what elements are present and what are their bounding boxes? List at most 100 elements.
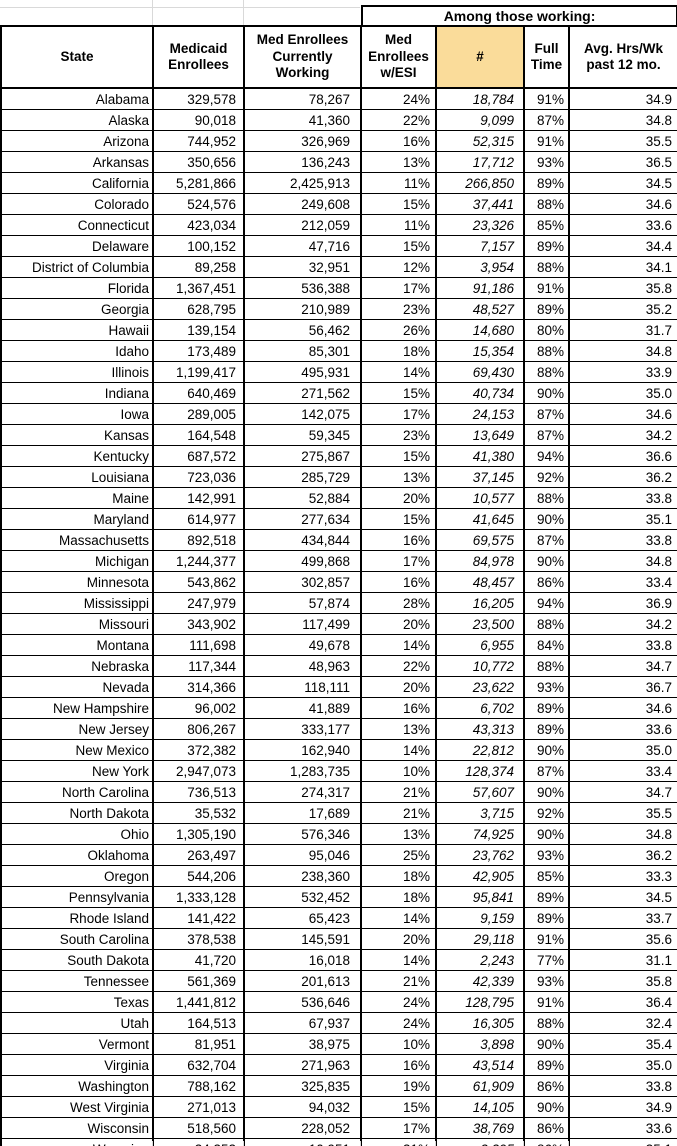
cell-esi-percent[interactable]: 14% [360,739,437,761]
cell-esi-count[interactable]: 3,395 [435,1138,525,1146]
cell-esi-percent[interactable]: 14% [360,361,437,383]
cell-state[interactable]: North Dakota [0,802,154,824]
cell-esi-percent[interactable]: 16% [360,130,437,152]
cell-state[interactable]: Illinois [0,361,154,383]
cell-currently-working[interactable]: 271,562 [243,382,362,404]
cell-state[interactable]: Iowa [0,403,154,425]
cell-esi-count[interactable]: 91,186 [435,277,525,299]
cell-state[interactable]: Mississippi [0,592,154,614]
cell-state[interactable]: Vermont [0,1033,154,1055]
cell-currently-working[interactable]: 47,716 [243,235,362,257]
cell-full-time-percent[interactable]: 87% [523,109,570,131]
cell-esi-count[interactable]: 10,577 [435,487,525,509]
cell-state[interactable]: Missouri [0,613,154,635]
cell-medicaid-enrollees[interactable]: 524,576 [152,193,245,215]
cell-avg-hours[interactable]: 35.6 [567,928,677,950]
cell-medicaid-enrollees[interactable]: 164,513 [152,1012,245,1034]
cell-medicaid-enrollees[interactable]: 350,656 [152,151,245,173]
cell-state[interactable]: Connecticut [0,214,154,236]
cell-avg-hours[interactable]: 34.7 [567,781,677,803]
cell-full-time-percent[interactable]: 80% [523,319,570,341]
cell-full-time-percent[interactable]: 93% [523,970,570,992]
cell-currently-working[interactable]: 536,646 [243,991,362,1013]
cell-avg-hours[interactable]: 35.8 [567,970,677,992]
cell-esi-count[interactable]: 16,305 [435,1012,525,1034]
cell-state[interactable]: Washington [0,1075,154,1097]
cell-esi-count[interactable]: 69,575 [435,529,525,551]
cell-esi-count[interactable]: 18,784 [435,87,525,110]
cell-currently-working[interactable]: 532,452 [243,886,362,908]
cell-avg-hours[interactable]: 35.5 [567,130,677,152]
cell-full-time-percent[interactable]: 89% [523,1054,570,1076]
cell-avg-hours[interactable]: 33.3 [567,865,677,887]
cell-full-time-percent[interactable]: 85% [523,865,570,887]
cell-medicaid-enrollees[interactable]: 518,560 [152,1117,245,1139]
cell-medicaid-enrollees[interactable]: 892,518 [152,529,245,551]
cell-avg-hours[interactable]: 31.7 [567,319,677,341]
cell-esi-count[interactable]: 41,645 [435,508,525,530]
cell-esi-count[interactable]: 9,099 [435,109,525,131]
cell-state[interactable]: Colorado [0,193,154,215]
cell-full-time-percent[interactable]: 89% [523,697,570,719]
cell-state[interactable]: Pennsylvania [0,886,154,908]
col-header-esi-percent[interactable]: Med Enrollees w/ESI [360,25,437,89]
cell-medicaid-enrollees[interactable]: 561,369 [152,970,245,992]
cell-avg-hours[interactable]: 36.9 [567,592,677,614]
cell-full-time-percent[interactable]: 89% [523,235,570,257]
cell-currently-working[interactable]: 274,317 [243,781,362,803]
cell-esi-percent[interactable]: 18% [360,886,437,908]
cell-esi-percent[interactable]: 12% [360,256,437,278]
cell-avg-hours[interactable]: 35.4 [567,1033,677,1055]
cell-full-time-percent[interactable]: 93% [523,151,570,173]
cell-state[interactable]: Kentucky [0,445,154,467]
cell-esi-count[interactable]: 43,313 [435,718,525,740]
cell-esi-count[interactable]: 57,607 [435,781,525,803]
cell-avg-hours[interactable]: 35.0 [567,1054,677,1076]
cell-avg-hours[interactable]: 34.9 [567,1096,677,1118]
col-header-esi-count[interactable]: # [435,25,525,89]
cell-esi-percent[interactable]: 23% [360,298,437,320]
cell-avg-hours[interactable]: 33.9 [567,361,677,383]
cell-state[interactable]: Tennessee [0,970,154,992]
cell-currently-working[interactable]: 85,301 [243,340,362,362]
cell-currently-working[interactable]: 285,729 [243,466,362,488]
cell-avg-hours[interactable]: 34.9 [567,87,677,110]
cell-full-time-percent[interactable]: 94% [523,445,570,467]
cell-esi-percent[interactable]: 24% [360,991,437,1013]
cell-medicaid-enrollees[interactable]: 139,154 [152,319,245,341]
cell-medicaid-enrollees[interactable]: 5,281,866 [152,172,245,194]
cell-full-time-percent[interactable]: 86% [523,1075,570,1097]
cell-medicaid-enrollees[interactable]: 41,720 [152,949,245,971]
cell-esi-percent[interactable]: 21% [360,781,437,803]
cell-state[interactable]: Georgia [0,298,154,320]
cell-currently-working[interactable]: 52,884 [243,487,362,509]
cell-avg-hours[interactable]: 35.2 [567,298,677,320]
cell-full-time-percent[interactable]: 90% [523,550,570,572]
cell-esi-percent[interactable]: 24% [360,1012,437,1034]
cell-esi-count[interactable]: 7,157 [435,235,525,257]
cell-currently-working[interactable]: 10,951 [243,1138,362,1146]
cell-state[interactable]: Kansas [0,424,154,446]
cell-esi-percent[interactable]: 17% [360,277,437,299]
cell-currently-working[interactable]: 162,940 [243,739,362,761]
cell-currently-working[interactable]: 325,835 [243,1075,362,1097]
cell-medicaid-enrollees[interactable]: 806,267 [152,718,245,740]
cell-full-time-percent[interactable]: 88% [523,487,570,509]
cell-avg-hours[interactable]: 34.8 [567,109,677,131]
cell-esi-count[interactable]: 10,772 [435,655,525,677]
cell-state[interactable]: Montana [0,634,154,656]
cell-esi-percent[interactable]: 18% [360,865,437,887]
cell-avg-hours[interactable]: 33.7 [567,907,677,929]
cell-full-time-percent[interactable]: 88% [523,193,570,215]
cell-medicaid-enrollees[interactable]: 96,002 [152,697,245,719]
cell-medicaid-enrollees[interactable]: 788,162 [152,1075,245,1097]
cell-avg-hours[interactable]: 34.5 [567,172,677,194]
cell-esi-count[interactable]: 266,850 [435,172,525,194]
cell-esi-count[interactable]: 128,374 [435,760,525,782]
cell-full-time-percent[interactable]: 87% [523,529,570,551]
cell-full-time-percent[interactable]: 94% [523,592,570,614]
cell-currently-working[interactable]: 41,889 [243,697,362,719]
cell-currently-working[interactable]: 271,963 [243,1054,362,1076]
cell-esi-percent[interactable]: 15% [360,193,437,215]
cell-state[interactable]: Arizona [0,130,154,152]
